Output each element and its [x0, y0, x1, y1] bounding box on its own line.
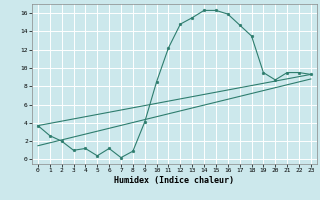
X-axis label: Humidex (Indice chaleur): Humidex (Indice chaleur): [115, 176, 234, 185]
